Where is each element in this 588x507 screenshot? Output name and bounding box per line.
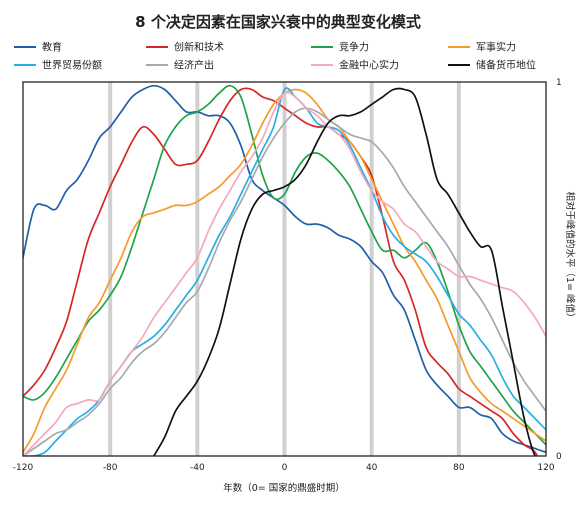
x-axis-title: 年数（0= 国家的鼎盛时期） (223, 482, 345, 494)
x-tick-label: 120 (537, 463, 554, 473)
legend-label: 世界贸易份额 (42, 59, 102, 72)
x-tick-label: -40 (190, 463, 205, 473)
series-line-0 (23, 84, 546, 454)
y-tick-label: 0 (556, 452, 562, 462)
x-tick-label: 80 (453, 463, 465, 473)
legend-label: 竞争力 (339, 41, 369, 54)
series-line-7 (152, 87, 537, 456)
x-tick-label: 40 (366, 463, 378, 473)
y-axis-title-text: 相对于峰值的水平（1= 峰值） (564, 191, 576, 322)
x-tick-label: -120 (13, 463, 34, 473)
series-lines (23, 84, 546, 456)
series-line-6 (23, 91, 546, 456)
x-tick-labels: -120 -80 -40 0 40 80 120 (13, 463, 555, 473)
y-tick-labels: 01 (556, 78, 562, 462)
legend-label: 金融中心实力 (339, 59, 399, 72)
x-tick-label: -80 (103, 463, 118, 473)
legend-label: 经济产出 (174, 59, 214, 72)
y-tick-label: 1 (556, 78, 562, 88)
series-line-5 (23, 107, 546, 456)
series-line-1 (23, 87, 539, 456)
legend-label: 军事实力 (476, 41, 516, 54)
legend-label: 创新和技术 (174, 41, 224, 54)
plot-frame (22, 81, 547, 457)
series-line-2 (23, 84, 546, 446)
x-tick-label: 0 (282, 463, 288, 473)
y-axis-title: 相对于峰值的水平（1= 峰值） (564, 191, 576, 322)
legend-label: 教育 (42, 41, 62, 54)
chart-title: 8 个决定因素在国家兴衰中的典型变化模式 (135, 13, 421, 31)
gridlines (108, 82, 461, 456)
legend-label: 储备货币地位 (476, 59, 536, 72)
